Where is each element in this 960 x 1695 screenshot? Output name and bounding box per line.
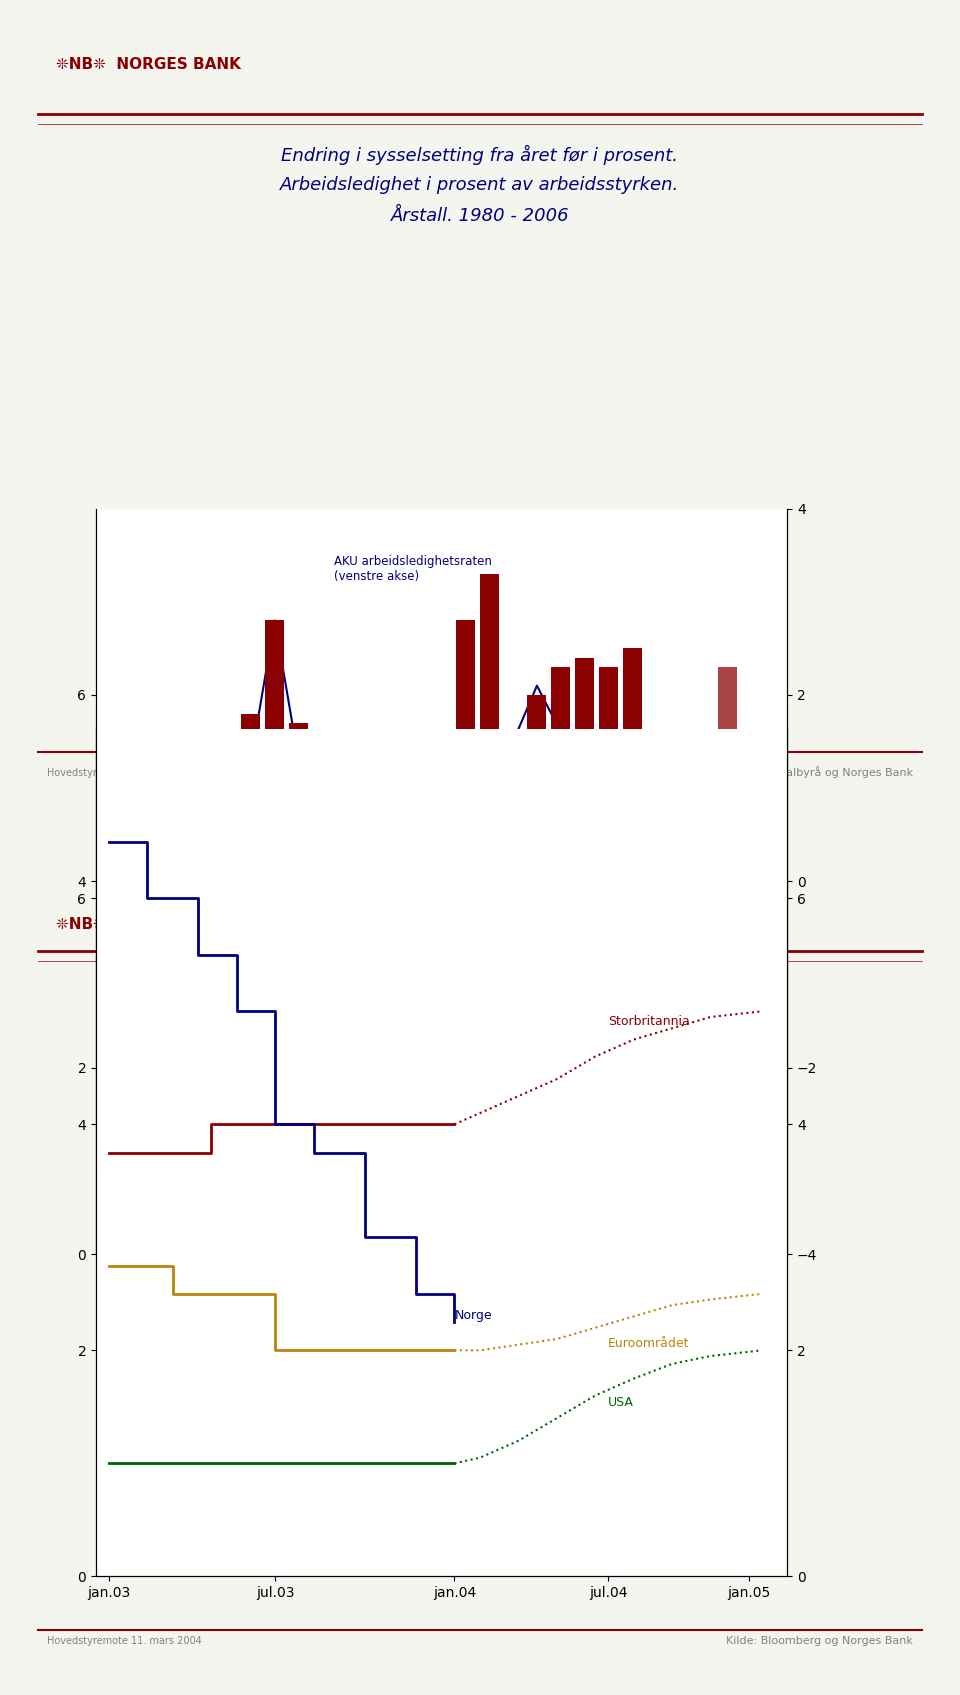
Bar — [718, 668, 737, 881]
Text: Storbritannia: Storbritannia — [608, 1015, 689, 1029]
Text: Euroområdet: Euroområdet — [608, 1337, 689, 1351]
Bar — [170, 881, 189, 900]
Text: ❊NB❊  NORGES BANK: ❊NB❊ NORGES BANK — [56, 58, 241, 71]
Bar — [384, 881, 403, 1020]
Text: Norge: Norge — [454, 1309, 492, 1322]
Text: Endring i sysselsetting fra året før i prosent.: Endring i sysselsetting fra året før i p… — [281, 146, 679, 166]
Bar — [218, 788, 236, 881]
Bar — [313, 873, 332, 881]
Text: ❊NB❊  NORGES BANK: ❊NB❊ NORGES BANK — [56, 917, 241, 932]
Bar — [575, 658, 594, 881]
Bar — [599, 668, 618, 881]
Bar — [122, 825, 141, 881]
Text: Årstall. 1980 - 2006: Årstall. 1980 - 2006 — [391, 207, 569, 225]
Bar — [289, 724, 308, 881]
Bar — [742, 854, 761, 881]
Text: Hovedstyremote 11. mars 2004: Hovedstyremote 11. mars 2004 — [47, 768, 202, 778]
Bar — [432, 836, 451, 881]
Text: Kilde: Bloomberg og Norges Bank: Kilde: Bloomberg og Norges Bank — [727, 1636, 913, 1646]
Bar — [742, 854, 761, 881]
Bar — [623, 649, 642, 881]
Bar — [670, 825, 689, 881]
Bar — [694, 742, 713, 881]
Bar — [194, 854, 213, 881]
Bar — [361, 881, 379, 1190]
Text: Arbeidsledighet i prosent av arbeidsstyrken.: Arbeidsledighet i prosent av arbeidsstyr… — [280, 176, 680, 193]
Text: Hovedstyremote 11. mars 2004: Hovedstyremote 11. mars 2004 — [47, 1636, 202, 1646]
Bar — [456, 620, 475, 881]
Bar — [647, 854, 665, 881]
Bar — [241, 714, 260, 881]
Bar — [551, 668, 570, 881]
Bar — [718, 668, 737, 881]
Bar — [408, 881, 427, 909]
Bar — [337, 881, 356, 1049]
Bar — [146, 788, 165, 881]
Bar — [527, 695, 546, 881]
Bar — [694, 742, 713, 881]
Bar — [265, 620, 284, 881]
Text: Faktisk utvikling og forventet styringsrente per 4. mars 04. Dagstall: Faktisk utvikling og forventet styringsr… — [220, 1007, 740, 1022]
Bar — [504, 844, 522, 881]
Text: AKU arbeidsledighetsraten
(venstre akse): AKU arbeidsledighetsraten (venstre akse) — [334, 556, 492, 583]
Bar — [480, 575, 499, 881]
Text: Renteforventinger.: Renteforventinger. — [389, 976, 571, 995]
Text: Kilde: Statistisk sentralbyrå og Norges Bank: Kilde: Statistisk sentralbyrå og Norges … — [668, 766, 913, 778]
Text: USA: USA — [608, 1395, 634, 1409]
